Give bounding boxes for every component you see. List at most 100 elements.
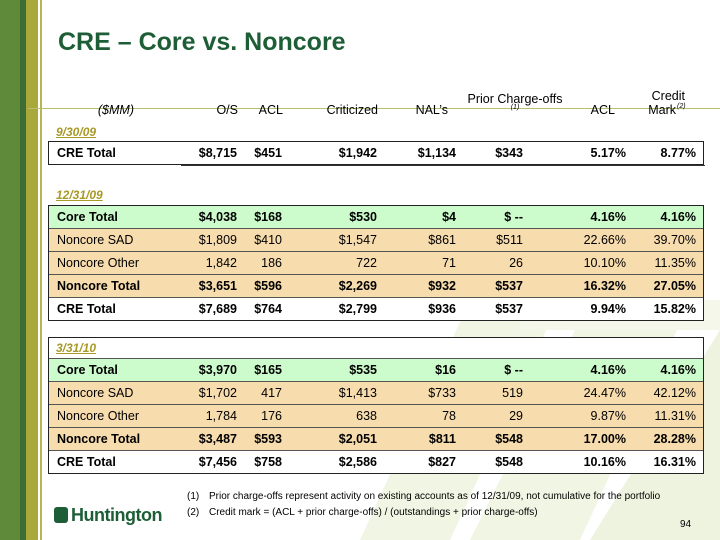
cell-value: $1,942	[338, 146, 377, 160]
cell-value: 10.10%	[583, 256, 626, 270]
cell-value: $2,586	[338, 455, 377, 469]
cell-value: $4,038	[198, 210, 237, 224]
cell-value: 417	[261, 386, 282, 400]
page-title: CRE – Core vs. Noncore	[58, 28, 346, 56]
row-label: Noncore Other	[57, 256, 139, 270]
table-3-31-10: 3/31/10 Core Total $3,970 $165 $535 $16 $ -- 4.…	[48, 337, 704, 474]
period-label: 9/30/09	[56, 125, 97, 139]
cell-value: $2,799	[338, 302, 377, 316]
cell-value: $535	[349, 363, 377, 377]
cell-value: $1,134	[417, 146, 456, 160]
footnote-text: Prior charge-offs represent activity on …	[209, 491, 661, 502]
cell-value: 176	[261, 409, 282, 423]
cell-value: 15.82%	[653, 302, 696, 316]
cell-value: $811	[428, 432, 456, 446]
row-label: CRE Total	[57, 455, 116, 469]
title-divider	[28, 108, 720, 109]
cell-value: $530	[349, 210, 377, 224]
cell-value: $2,269	[338, 279, 377, 293]
cell-value: 42.12%	[653, 386, 696, 400]
side-stripe	[0, 0, 20, 540]
cell-value: 9.94%	[590, 302, 626, 316]
cell-value: $7,456	[198, 455, 237, 469]
cell-value: 11.31%	[654, 409, 696, 423]
footnote-1: (1) Prior charge-offs represent activity …	[187, 491, 660, 502]
table-row: Noncore Other 1,842 186 722 71 26 10.10% 11.35%	[49, 251, 703, 274]
header-nals: NAL’s	[415, 103, 448, 117]
cell-value: 722	[356, 256, 377, 270]
cell-value: $1,547	[338, 233, 377, 247]
cell-value: $16	[435, 363, 456, 377]
cell-value: 638	[356, 409, 377, 423]
cell-value: 186	[261, 256, 282, 270]
side-stripe	[20, 0, 26, 540]
period-label: 12/31/09	[56, 188, 103, 202]
cell-value: $165	[254, 363, 282, 377]
row-label: Noncore Other	[57, 409, 139, 423]
cell-value: $1,809	[198, 233, 237, 247]
cell-value: $168	[254, 210, 282, 224]
header-unit: ($MM)	[97, 103, 134, 117]
cell-value: $596	[254, 279, 282, 293]
table-row: CRE Total $7,689 $764 $2,799 $936 $537 9.94% 15…	[49, 297, 703, 320]
table-row: CRE Total $7,456 $758 $2,586 $827 $548 10.16% 1…	[49, 450, 703, 473]
cell-value: $548	[495, 432, 523, 446]
header-acl: ACL	[258, 103, 283, 117]
cell-value: 519	[502, 386, 523, 400]
footnote-2: (2) Credit mark = (ACL + prior charge-off…	[187, 507, 538, 518]
row-label: CRE Total	[57, 146, 116, 160]
logo-text: Huntington	[71, 505, 162, 525]
cell-value: $343	[495, 146, 523, 160]
cell-value: $1,702	[198, 386, 237, 400]
cell-value: 22.66%	[583, 233, 626, 247]
cell-value: $511	[496, 233, 523, 247]
cell-value: 26	[509, 256, 523, 270]
table-row: Noncore Total $3,651 $596 $2,269 $932 $537 16.…	[49, 274, 703, 297]
cell-value: $758	[254, 455, 282, 469]
cell-value: $8,715	[198, 146, 237, 160]
footnote-number: (2)	[187, 507, 200, 518]
cell-value: $827	[428, 455, 456, 469]
row-label: Noncore SAD	[57, 233, 134, 247]
cell-value: $537	[495, 302, 523, 316]
table-row: Noncore SAD $1,809 $410 $1,547 $861 $511 22.66…	[49, 228, 703, 251]
cell-value: 71	[442, 256, 456, 270]
cell-value: $ --	[504, 363, 523, 377]
header-underline	[181, 165, 705, 166]
cell-value: 4.16%	[660, 363, 696, 377]
cell-value: 27.05%	[653, 279, 696, 293]
cell-value: 4.16%	[590, 363, 626, 377]
cell-value: 4.16%	[590, 210, 626, 224]
row-label: Core Total	[57, 210, 118, 224]
header-pco-note: (1)	[510, 104, 520, 111]
cell-value: 29	[509, 409, 523, 423]
footnote-text: Credit mark = (ACL + prior charge-offs) …	[209, 507, 538, 518]
cell-value: 8.77%	[660, 146, 696, 160]
row-label: CRE Total	[57, 302, 116, 316]
huntington-logo: Huntington	[54, 505, 162, 526]
cell-value: $932	[428, 279, 456, 293]
footnote-number: (1)	[187, 491, 200, 502]
cell-value: $2,051	[338, 432, 377, 446]
cell-value: $593	[254, 432, 282, 446]
cell-value: $3,970	[198, 363, 237, 377]
cell-value: 1,842	[205, 256, 237, 270]
header-credit: Credit	[651, 89, 685, 103]
cell-value: 17.00%	[583, 432, 626, 446]
cell-value: $3,651	[198, 279, 237, 293]
cell-value: $4	[442, 210, 456, 224]
table-12-31-09: Core Total $4,038 $168 $530 $4 $ -- 4.16% 4.16%…	[48, 205, 704, 321]
cell-value: $861	[428, 233, 456, 247]
header-cm-note: (2)	[677, 103, 686, 110]
cell-value: 39.70%	[653, 233, 696, 247]
header-acl-pct: ACL	[590, 103, 615, 117]
cell-value: 24.47%	[583, 386, 626, 400]
cell-value: $ --	[504, 210, 523, 224]
header-os: O/S	[216, 103, 238, 117]
table-row: Core Total $3,970 $165 $535 $16 $ -- 4.16% 4.16…	[49, 358, 703, 381]
row-label: Noncore Total	[57, 432, 141, 446]
logo-mark-icon	[54, 507, 68, 523]
cell-value: 16.32%	[583, 279, 626, 293]
cell-value: $764	[254, 302, 282, 316]
side-stripe	[40, 0, 42, 540]
